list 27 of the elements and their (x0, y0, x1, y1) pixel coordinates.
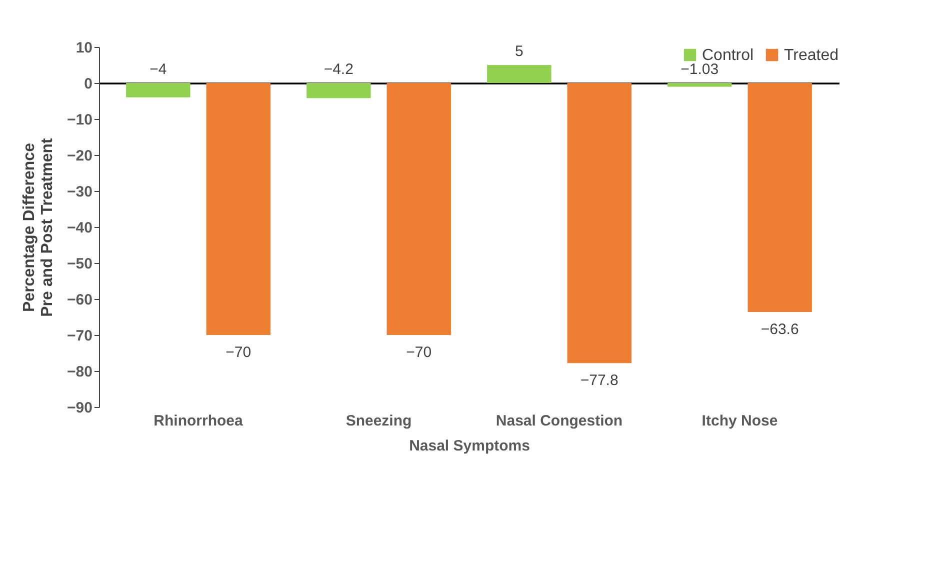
y-axis-title: Percentage Difference Pre and Post Treatment (21, 137, 56, 317)
y-tick-label: −60 (67, 292, 92, 308)
data-label: −63.6 (760, 320, 799, 338)
x-tick-label: Nasal Congestion (496, 412, 623, 430)
x-tick-label: Itchy Nose (702, 412, 778, 430)
data-label: −70 (406, 344, 432, 361)
y-tick-label: −20 (67, 148, 92, 164)
y-tick-label: −90 (67, 400, 92, 416)
data-label: −70 (226, 344, 252, 361)
y-tick-label: −10 (67, 112, 92, 128)
data-label: −4.2 (324, 61, 354, 78)
x-tick-label: Rhinorrhoea (154, 412, 244, 430)
legend-label: Control (702, 47, 754, 64)
data-label: 5 (514, 43, 524, 60)
data-label: −4 (150, 61, 167, 78)
y-tick-label: 10 (76, 40, 92, 56)
y-tick-label: −80 (67, 364, 92, 380)
y-tick-label: −50 (67, 256, 92, 272)
x-axis-title: Nasal Symptoms (409, 438, 530, 454)
x-tick-label: Sneezing (346, 412, 412, 430)
y-tick-label: −30 (67, 184, 92, 200)
data-label: −77.8 (580, 372, 618, 390)
y-tick-label: 0 (84, 76, 92, 92)
data-label: −1.03 (680, 61, 719, 78)
y-tick-label: −40 (67, 220, 92, 236)
legend-label: Treated (784, 47, 839, 64)
y-tick-label: −70 (67, 328, 92, 344)
